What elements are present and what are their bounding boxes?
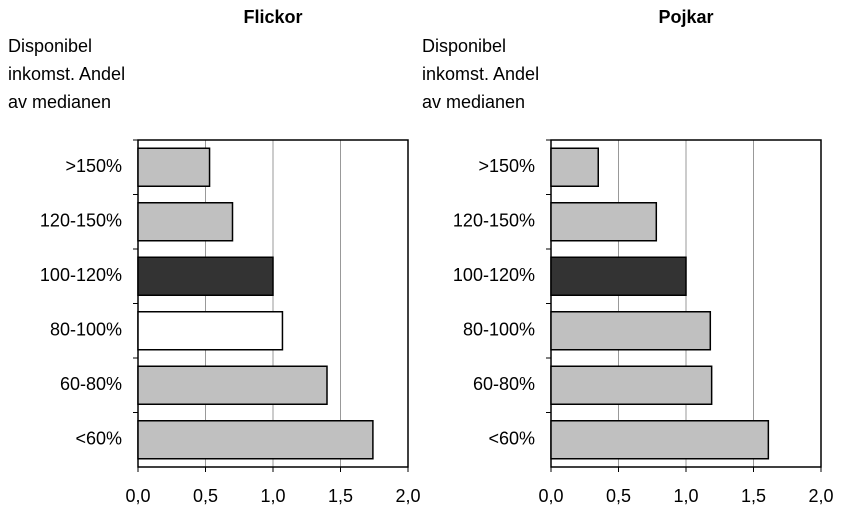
axis-label: Disponibel [8,36,92,56]
axis-label: inkomst. Andel [422,64,539,84]
x-tick-label: 0,0 [125,486,150,506]
x-tick-label: 0,5 [193,486,218,506]
bar [550,311,712,351]
bar [550,202,658,242]
x-tick-label: 2,0 [808,486,833,506]
bar [550,256,687,296]
x-tick-label: 1,5 [328,486,353,506]
bar [550,365,713,405]
bar [137,311,284,351]
y-tick-label: 80-100% [463,320,535,340]
y-tick-label: 100-120% [40,265,122,285]
bar [550,420,770,460]
bar [137,202,234,242]
axis-label: av medianen [8,92,111,112]
y-tick-label: 120-150% [453,211,535,231]
axis-label: Disponibel [422,36,506,56]
x-tick-label: 1,0 [260,486,285,506]
axis-label: av medianen [422,92,525,112]
bar [550,147,599,187]
x-tick-label: 1,5 [741,486,766,506]
y-tick-label: <60% [488,429,535,449]
chart-title: Pojkar [658,7,713,27]
x-tick-label: 2,0 [395,486,420,506]
bar [137,147,211,187]
axis-label: inkomst. Andel [8,64,125,84]
bar [137,256,274,296]
bar [137,365,328,405]
y-tick-label: 60-80% [60,374,122,394]
y-tick-label: 80-100% [50,320,122,340]
x-tick-label: 0,5 [606,486,631,506]
y-tick-label: <60% [75,429,122,449]
x-tick-label: 1,0 [673,486,698,506]
y-tick-label: 60-80% [473,374,535,394]
bar [137,420,374,460]
y-tick-label: 120-150% [40,211,122,231]
y-tick-label: 100-120% [453,265,535,285]
chart-title: Flickor [243,7,302,27]
y-tick-label: >150% [478,156,535,176]
y-tick-label: >150% [65,156,122,176]
x-tick-label: 0,0 [538,486,563,506]
